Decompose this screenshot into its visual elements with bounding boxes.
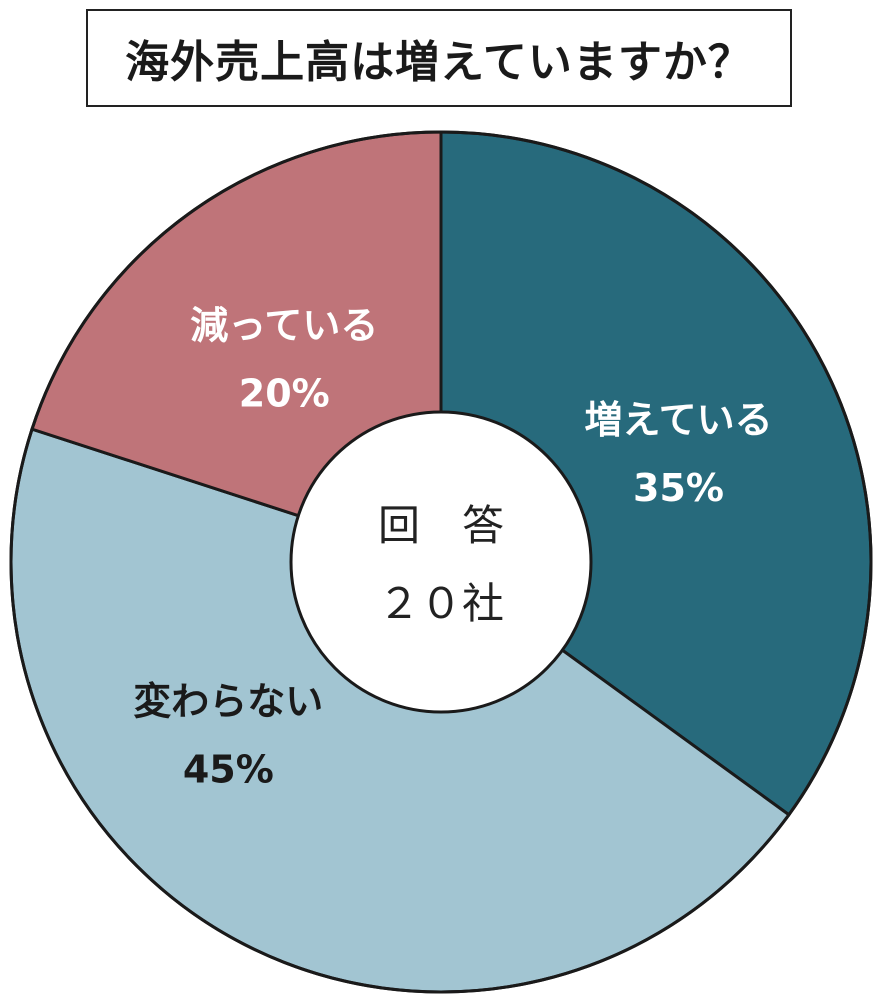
slice-value-label-3: 20% [239, 371, 330, 415]
slice-value-label-1: 35% [633, 466, 724, 510]
donut-hole [289, 410, 593, 714]
slice-value-label-2: 45% [183, 748, 274, 792]
slice-label-3: 減っている [190, 303, 378, 347]
outer-ring [9, 130, 873, 994]
slice-label-2: 変わらない [133, 680, 323, 724]
center-label-line2: ２０社 [378, 579, 504, 628]
center-label-line1: 回 答 [378, 501, 504, 550]
slice-label-1: 増えている [584, 398, 772, 442]
chart-title-box: 海外売上高は増えていますか？ [86, 9, 792, 107]
labels-layer: 増えている 35% 変わらない 45% 減っている 20% [133, 303, 772, 791]
chart-title: 海外売上高は増えていますか？ [125, 37, 753, 88]
